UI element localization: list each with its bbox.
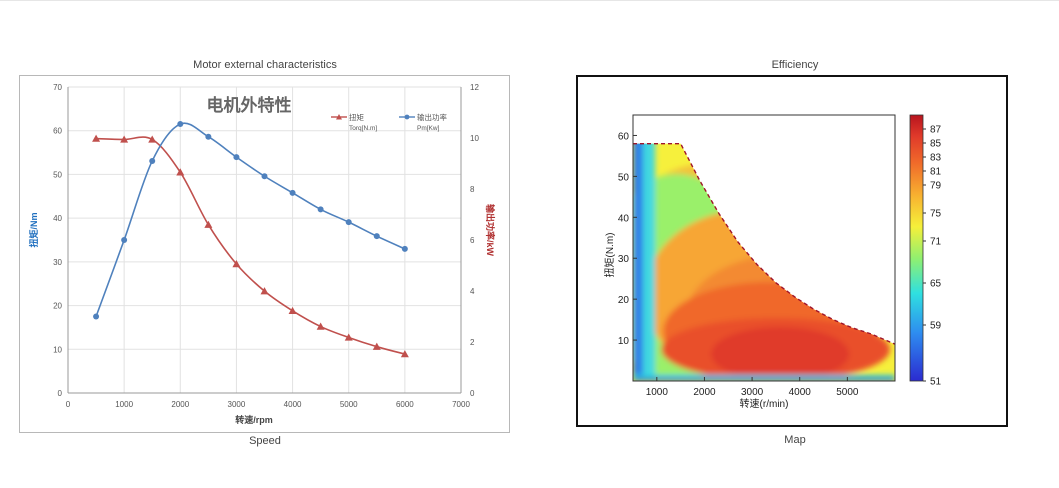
zone-85 [711, 326, 850, 381]
y2-tick-label: 6 [470, 236, 475, 245]
torque-point [316, 322, 325, 330]
y-tick-label: 20 [618, 295, 630, 306]
left-panel-title: Motor external characteristics [193, 59, 337, 71]
x-tick-label: 3000 [741, 387, 764, 398]
power-point [93, 313, 100, 320]
power-point [373, 233, 380, 240]
y2-tick-label: 4 [470, 287, 475, 296]
power-point [149, 157, 156, 164]
y-tick-label: 60 [53, 127, 62, 136]
x-tick-label: 3000 [228, 400, 246, 409]
colorbar-tick-label: 87 [930, 125, 942, 136]
torque-point [288, 306, 297, 315]
x-tick-label: 1000 [115, 400, 133, 409]
zone-left-mid [643, 143, 655, 381]
torque-point [372, 342, 381, 350]
colorbar-tick-label: 65 [930, 279, 942, 290]
y-tick-label: 20 [53, 302, 62, 311]
zone-left-low [633, 143, 643, 381]
torque-point [260, 287, 269, 295]
efficiency-fill [633, 143, 895, 381]
torque-point [204, 220, 213, 228]
y-tick-label: 0 [58, 389, 63, 398]
y2-tick-label: 2 [470, 338, 475, 347]
power-point [401, 245, 408, 252]
plot-area [632, 114, 896, 382]
x-tick-label: 5000 [340, 400, 358, 409]
torque-point [400, 350, 409, 358]
y2-tick-label: 0 [470, 389, 475, 398]
y-axis-label: 扭矩/Nm [28, 212, 39, 247]
y2-axis-label: 输出功率/kW [485, 204, 496, 257]
zone-bottom-low [633, 378, 895, 381]
y-axis-label: 扭矩(N.m) [603, 233, 616, 278]
x-axis-label: 转速/rpm [235, 414, 273, 425]
x-tick-label: 1000 [646, 387, 669, 398]
y-tick-label: 10 [53, 345, 62, 354]
y-tick-label: 50 [53, 170, 62, 179]
chart-title: 电机外特性 [207, 95, 292, 115]
x-tick-label: 2000 [693, 387, 716, 398]
left-panel-caption: Speed [249, 435, 281, 447]
colorbar-tick-label: 51 [930, 377, 942, 388]
right-panel-caption: Map [784, 434, 806, 446]
power-point [261, 173, 268, 180]
motor-characteristics-chart: 0 1000 2000 3000 4000 5000 6000 700001020304050… [19, 75, 510, 433]
colorbar-tick-label: 75 [930, 209, 942, 220]
power-point [345, 219, 352, 226]
x-tick-label: 4000 [284, 400, 302, 409]
legend-sublabel: Torq[N.m] [349, 125, 377, 132]
efficiency-zones [633, 143, 895, 381]
efficiency-map-chart: 1000 2000 3000 4000 5000 10 20 30 40 50 60 51 59 65 7… [576, 75, 1008, 427]
y2-tick-label: 8 [470, 185, 475, 194]
power-point [205, 133, 212, 140]
legend-label: 输出功率 [417, 112, 447, 122]
y-tick-label: 40 [618, 213, 630, 224]
power-point [177, 120, 184, 127]
x-tick-label: 4000 [789, 387, 812, 398]
y-tick-label: 10 [618, 336, 630, 347]
max-torque-curve [633, 142, 895, 345]
chart-frame [19, 75, 510, 433]
torque-point [176, 168, 185, 176]
legend-sublabel: Pm[Kw] [417, 125, 440, 132]
colorbar-tick-label: 85 [930, 139, 942, 150]
y-tick-label: 60 [618, 131, 630, 142]
y-tick-label: 40 [53, 214, 62, 223]
legend-label: 扭矩 [349, 112, 364, 122]
x-tick-label: 0 [66, 400, 71, 409]
right-panel-title: Efficiency [771, 59, 819, 71]
x-tick-label: 5000 [836, 387, 859, 398]
power-point [233, 154, 240, 161]
colorbar-tick-label: 81 [930, 167, 942, 178]
y2-tick-label: 12 [470, 83, 479, 92]
torque-point [120, 135, 129, 143]
x-tick-label: 2000 [171, 400, 189, 409]
torque-point [232, 260, 241, 268]
x-axis-label: 转速(r/min) [740, 397, 789, 410]
y-tick-label: 30 [618, 254, 630, 265]
power-point [289, 189, 296, 196]
legend: 扭矩 Torq[N.m] 输出功率 Pm[Kw] [331, 112, 447, 132]
torque-point [92, 134, 101, 142]
colorbar-tick-label: 71 [930, 237, 942, 248]
power-point [317, 206, 324, 213]
legend-marker [336, 114, 342, 120]
legend-marker [404, 114, 410, 120]
colorbar-tick-label: 59 [930, 321, 942, 332]
colorbar-tick-label: 83 [930, 153, 942, 164]
top-divider [0, 0, 1059, 1]
torque-point [148, 135, 157, 143]
x-tick-label: 6000 [396, 400, 414, 409]
colorbar [909, 114, 924, 382]
y-tick-label: 50 [618, 172, 630, 183]
y-tick-label: 70 [53, 83, 62, 92]
colorbar-tick-label: 79 [930, 181, 942, 192]
power-point [121, 237, 128, 243]
y-tick-label: 30 [53, 258, 62, 267]
x-tick-label: 7000 [452, 400, 470, 409]
torque-point [344, 333, 353, 341]
y2-tick-label: 10 [470, 134, 479, 143]
